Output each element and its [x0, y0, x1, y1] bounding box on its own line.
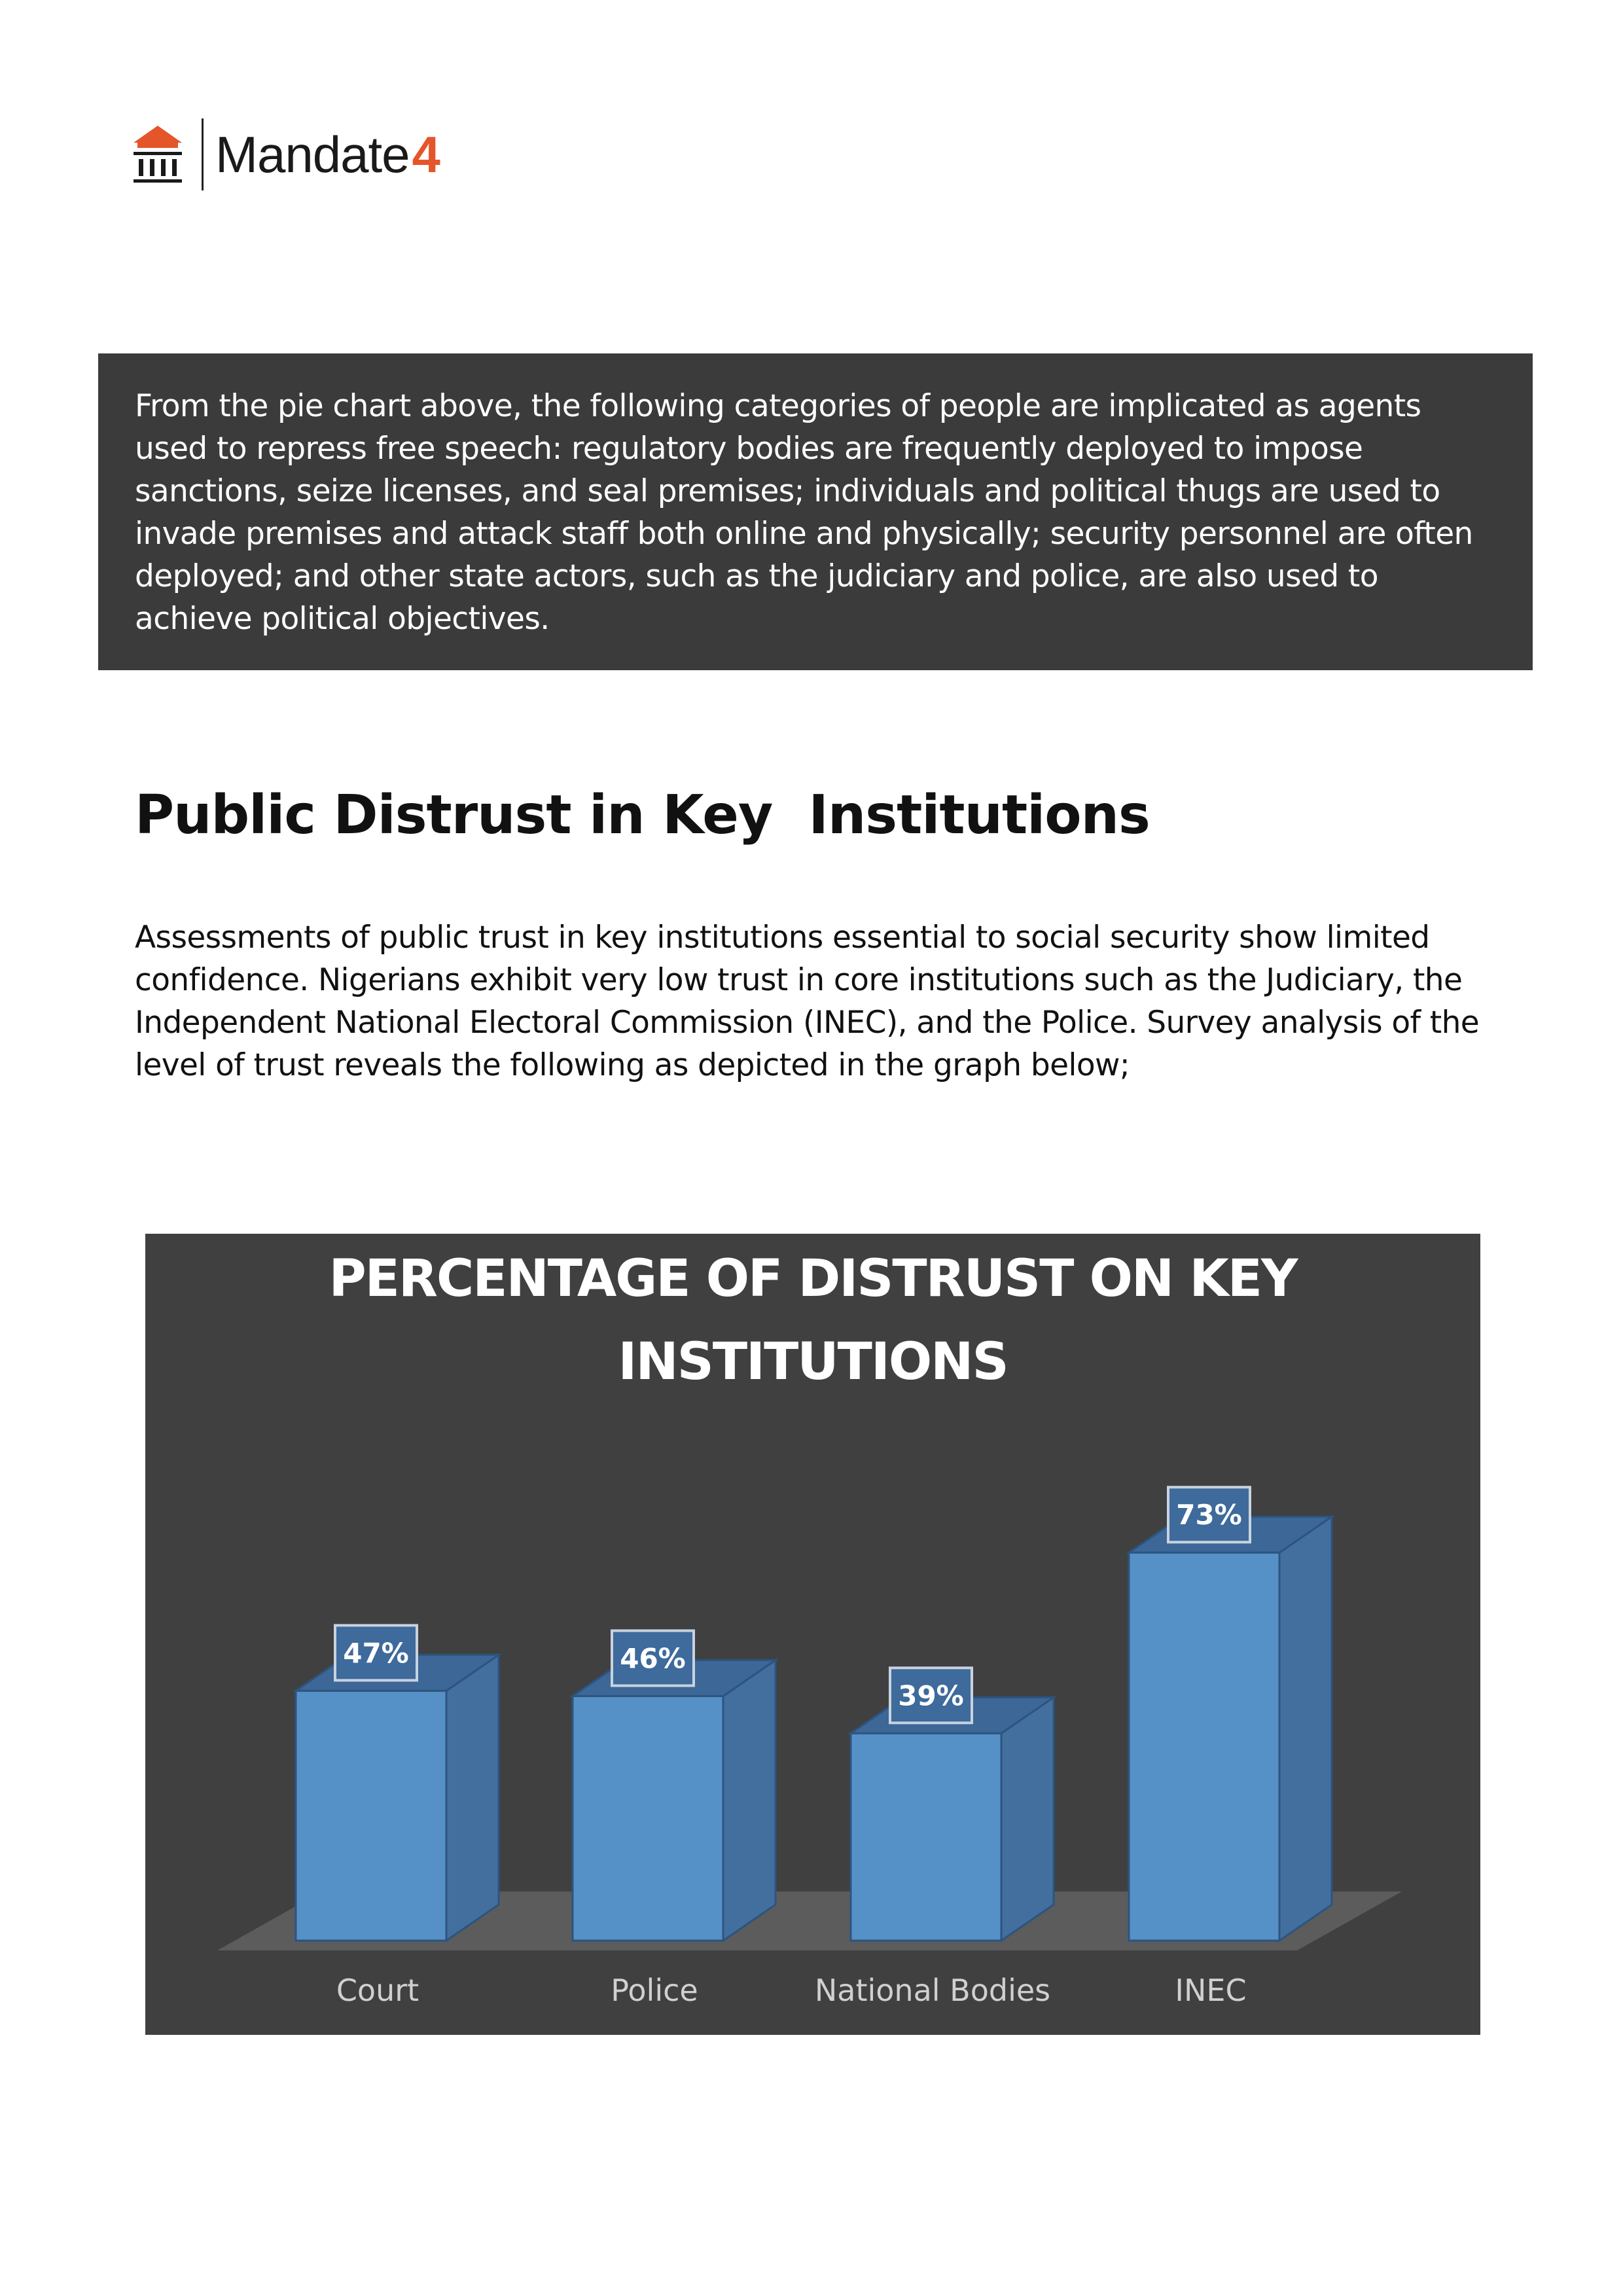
bar-inec [1128, 1551, 1281, 1942]
data-label-box [1167, 1486, 1251, 1544]
data-label-box [334, 1624, 418, 1682]
bar-court [294, 1689, 448, 1942]
bar-police [571, 1695, 724, 1942]
callout-box: From the pie chart above, the following … [98, 353, 1533, 670]
category-label: Court [336, 1973, 419, 2008]
chart-canvas: PERCENTAGE OF DISTRUST ON KEY INSTITUTION… [217, 1249, 1402, 2008]
institution-building-icon [134, 126, 182, 183]
body-paragraph: Assessments of public trust in key insti… [135, 920, 1480, 1083]
distrust-bar-chart: PERCENTAGE OF DISTRUST ON KEY INSTITUTION… [145, 1234, 1480, 2035]
bar-side [1000, 1695, 1055, 1943]
category-label: Police [611, 1973, 698, 2008]
logo-divider [202, 118, 204, 190]
bar-national-bodies [849, 1732, 1003, 1942]
brand-logo: Mandate 4 [131, 118, 440, 191]
bar-side [1278, 1515, 1333, 1943]
data-label-box [889, 1666, 973, 1725]
logo-wordmark: Mandate [215, 126, 410, 183]
data-label: 47% [343, 1637, 409, 1669]
data-label-box [611, 1629, 695, 1687]
category-label: National Bodies [815, 1973, 1050, 2008]
data-label: 46% [620, 1642, 686, 1674]
chart-title-line: INSTITUTIONS [618, 1333, 1007, 1391]
category-label: INEC [1175, 1973, 1246, 2008]
section-heading: Public Distrust in Key Institutions [135, 784, 1150, 846]
chart-title-line: PERCENTAGE OF DISTRUST ON KEY [329, 1249, 1299, 1308]
logo-number: 4 [412, 126, 440, 183]
callout-text: From the pie chart above, the following … [135, 388, 1473, 637]
bar-side [445, 1653, 500, 1943]
data-label: 39% [898, 1679, 964, 1712]
data-label: 73% [1176, 1499, 1242, 1531]
bar-side [722, 1658, 777, 1943]
chart-floor [217, 1892, 1402, 1950]
